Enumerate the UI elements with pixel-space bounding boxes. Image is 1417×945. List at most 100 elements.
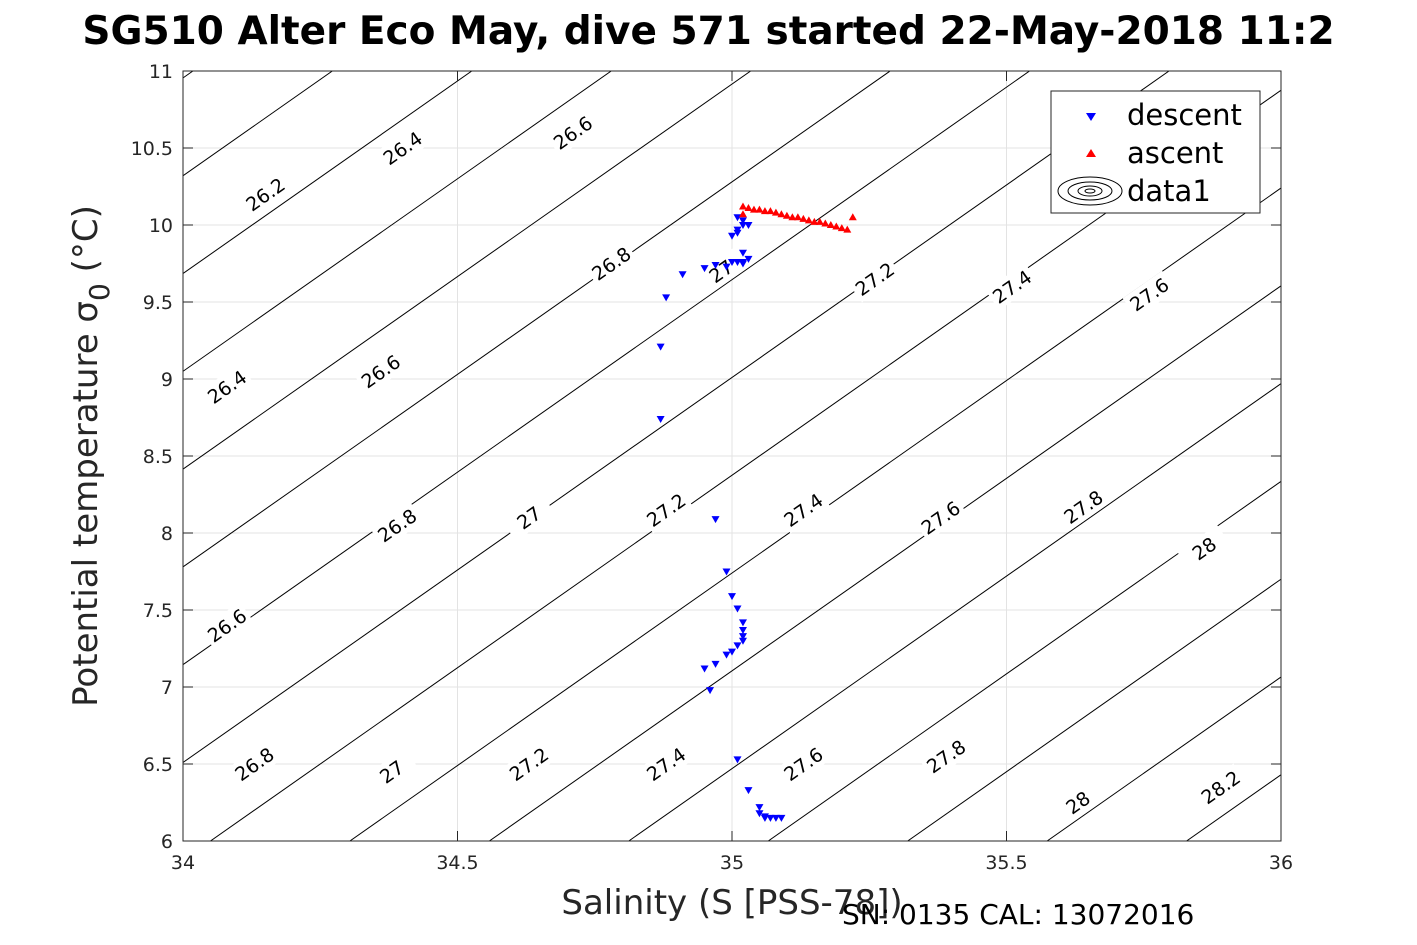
ascent-point xyxy=(804,216,813,224)
descent-point xyxy=(700,665,709,673)
descent-point xyxy=(744,255,753,263)
x-tick-label: 34.5 xyxy=(436,852,478,874)
contour-label-bg xyxy=(200,601,254,650)
descent-series xyxy=(656,214,786,822)
descent-point xyxy=(722,263,731,271)
ascent-point xyxy=(815,217,824,225)
y-tick-label: 11 xyxy=(149,61,173,83)
x-axis: 34 34.5 35 35.5 36 xyxy=(171,71,1293,874)
contour-line xyxy=(183,71,751,470)
legend-descent-label: descent xyxy=(1127,98,1242,132)
descent-point xyxy=(738,217,747,225)
descent-point xyxy=(678,271,687,279)
contour-label-bg xyxy=(1056,483,1110,531)
descent-point xyxy=(777,814,786,822)
descent-point xyxy=(738,258,747,266)
descent-point xyxy=(744,222,753,229)
contour-label-bg xyxy=(1051,778,1105,827)
contour-label-bg xyxy=(639,486,693,534)
descent-point xyxy=(722,568,731,576)
contour-line xyxy=(1046,676,1281,841)
contour-line xyxy=(628,383,1281,841)
descent-point xyxy=(711,516,720,524)
ascent-point xyxy=(826,221,835,228)
contour-line xyxy=(0,71,53,841)
descent-point xyxy=(738,249,747,257)
descent-point xyxy=(733,642,742,650)
contour-label-bg xyxy=(1177,524,1231,573)
ascent-point xyxy=(788,213,797,221)
contour-label-bg xyxy=(639,740,693,788)
contour-label-bg xyxy=(985,262,1039,311)
y-tick-label: 9.5 xyxy=(143,292,173,314)
ascent-point xyxy=(782,211,791,219)
contour-label-bg xyxy=(502,740,556,788)
contour-line xyxy=(183,71,1030,666)
ascent-point xyxy=(799,214,808,222)
contour-line xyxy=(183,71,473,275)
ascent-point xyxy=(771,208,780,216)
contour-label-bg xyxy=(238,170,292,218)
descent-point xyxy=(728,648,736,656)
y-tick-label: 9 xyxy=(161,369,173,391)
contour-label-bg xyxy=(584,239,638,288)
descent-point xyxy=(755,810,764,818)
ascent-point xyxy=(848,213,857,221)
descent-point xyxy=(656,343,665,351)
ascent-point xyxy=(821,219,830,227)
ascent-point xyxy=(749,205,758,213)
descent-point xyxy=(744,787,753,795)
contour-label-bg xyxy=(848,255,902,303)
contour-label-bg xyxy=(502,493,556,542)
contour-label-bg xyxy=(776,486,830,534)
ascent-point xyxy=(777,210,786,218)
ascent-point xyxy=(843,225,852,233)
y-axis: 6 6.5 7 7.5 8 8.5 9 9.5 10 10.5 11 xyxy=(131,61,1281,853)
ascent-point xyxy=(832,222,841,230)
descent-point xyxy=(733,229,742,237)
contour-label-bg xyxy=(354,347,408,395)
serial-calibration-note: SN: 0135 CAL: 13072016 xyxy=(842,898,1195,931)
y-tick-label: 8 xyxy=(161,523,173,545)
descent-point xyxy=(711,660,720,668)
contour-line xyxy=(183,71,891,568)
contour-label-bg xyxy=(776,740,830,788)
descent-point xyxy=(722,651,731,659)
descent-point xyxy=(728,593,736,601)
descent-point xyxy=(738,222,747,229)
ascent-point xyxy=(766,207,775,215)
y-tick-label: 6 xyxy=(161,831,173,853)
descent-point xyxy=(738,637,747,645)
ascent-point xyxy=(793,213,802,221)
legend-data1-label: data1 xyxy=(1127,174,1211,208)
contour-label-bg xyxy=(914,493,968,542)
y-tick-label: 8.5 xyxy=(143,446,173,468)
legend-ascent-marker xyxy=(1086,149,1096,157)
contour-line xyxy=(349,187,1281,841)
contour-label-bg xyxy=(1122,270,1176,318)
descent-point xyxy=(733,605,742,613)
contour-line xyxy=(767,480,1281,841)
contour-line xyxy=(183,71,1170,764)
descent-point xyxy=(766,814,775,822)
descent-point xyxy=(662,294,671,302)
y-tick-label: 10.5 xyxy=(131,138,173,160)
x-tick-label: 34 xyxy=(171,852,195,874)
contour-label-bg xyxy=(227,740,281,788)
contour-label-bg xyxy=(365,748,419,796)
y-tick-label: 10 xyxy=(149,215,173,237)
chart-title: SG510 Alter Eco May, dive 571 started 22… xyxy=(82,9,1335,54)
contour-label-bg xyxy=(1194,763,1248,811)
x-axis-label: Salinity (S [PSS-78]) xyxy=(561,883,902,923)
ascent-point xyxy=(755,205,764,213)
legend: descent ascent data1 xyxy=(1050,90,1261,214)
descent-point xyxy=(706,687,715,695)
contour-line xyxy=(489,285,1281,841)
legend-ascent-label: ascent xyxy=(1127,136,1223,170)
descent-point xyxy=(733,756,742,764)
ascent-point xyxy=(810,217,819,225)
descent-point xyxy=(728,232,736,240)
descent-point xyxy=(733,214,742,222)
y-tick-label: 7.5 xyxy=(143,600,173,622)
